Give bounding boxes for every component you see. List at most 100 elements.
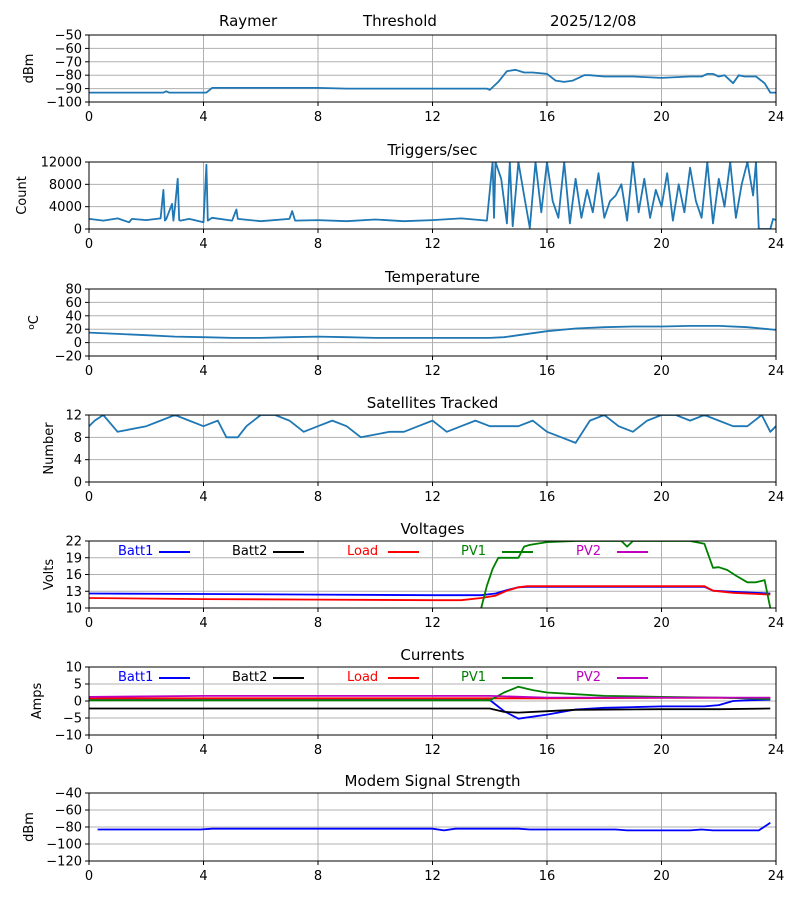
- series-line-batt2: [89, 707, 771, 714]
- x-tick-label: 20: [653, 237, 670, 252]
- y-tick-label: 16: [65, 568, 82, 583]
- x-tick-label: 16: [539, 490, 556, 505]
- y-tick-label: −10: [55, 729, 82, 744]
- y-tick-label: 10: [65, 661, 82, 676]
- x-tick-label: 12: [424, 869, 441, 884]
- chart-title: Voltages: [400, 520, 464, 538]
- legend-entry-batt1: Batt1: [118, 670, 190, 685]
- y-tick-label: 0: [74, 476, 82, 491]
- y-tick-label: −50: [55, 29, 82, 44]
- x-tick-label: 24: [768, 237, 785, 252]
- x-tick-label: 20: [653, 110, 670, 125]
- legend-entry-load: Load: [347, 670, 419, 685]
- legend-label: Batt1: [118, 670, 153, 685]
- y-tick-label: 4: [74, 453, 82, 468]
- y-tick-label: −60: [55, 42, 82, 57]
- x-tick-label: 8: [314, 869, 322, 884]
- chart-threshold: 0 4 8 12 16 20 24 −50−60−70−80−90−100 dBm: [22, 29, 784, 126]
- series-line-threshold: [89, 68, 776, 94]
- series-line-temperature: [89, 324, 776, 339]
- x-tick-label: 12: [424, 237, 441, 252]
- x-tick-label: 8: [314, 490, 322, 505]
- chart-title: Temperature: [384, 268, 480, 286]
- x-tick-label: 24: [768, 869, 785, 884]
- x-tick-label: 20: [653, 743, 670, 758]
- y-tick-label: −70: [55, 55, 82, 70]
- legend-label: Load: [347, 544, 378, 559]
- x-tick-label: 0: [85, 364, 93, 379]
- chart-satellites: Satellites Tracked 0 4 8 12 16 20 24 12 8 4 0 Number: [42, 394, 784, 505]
- series-line-modem: [97, 822, 771, 832]
- legend-label: Load: [347, 670, 378, 685]
- x-tick-label: 0: [85, 237, 93, 252]
- x-tick-label: 24: [768, 490, 785, 505]
- y-tick-label: 60: [65, 296, 82, 311]
- x-tick-label: 16: [539, 616, 556, 631]
- y-tick-label: 20: [65, 323, 82, 338]
- y-axis-label: Number: [42, 422, 57, 475]
- x-tick-label: 8: [314, 110, 322, 125]
- x-tick-label: 8: [314, 237, 322, 252]
- y-axis-label: dBm: [22, 54, 37, 84]
- x-tick-label: 16: [539, 869, 556, 884]
- x-tick-label: 0: [85, 616, 93, 631]
- y-tick-label: −40: [55, 787, 82, 802]
- x-tick-label: 16: [539, 237, 556, 252]
- y-tick-label: 4000: [49, 200, 82, 215]
- series-line-triggers: [89, 162, 776, 229]
- legend-entry-load: Load: [347, 544, 419, 559]
- x-tick-label: 4: [199, 869, 207, 884]
- x-tick-label: 0: [85, 869, 93, 884]
- x-tick-label: 24: [768, 616, 785, 631]
- legend-entry-batt1: Batt1: [118, 544, 190, 559]
- chart-title: Modem Signal Strength: [345, 772, 521, 790]
- x-tick-label: 12: [424, 110, 441, 125]
- y-tick-label: 40: [65, 309, 82, 324]
- header-date: 2025/12/08: [550, 12, 637, 30]
- y-tick-label: −60: [55, 804, 82, 819]
- x-tick-label: 24: [768, 110, 785, 125]
- y-tick-label: 10: [65, 602, 82, 617]
- x-tick-label: 24: [768, 364, 785, 379]
- chart-modem: Modem Signal Strength 0 4 8 12 16 20 24 −40 −60 −8…: [22, 772, 784, 884]
- y-tick-label: −120: [46, 855, 82, 870]
- y-axis-label: dBm: [22, 812, 37, 842]
- legend-label: Batt2: [232, 544, 267, 559]
- y-tick-label: 5: [74, 678, 82, 693]
- y-tick-label: 22: [65, 535, 82, 550]
- header-label: Threshold: [363, 12, 437, 30]
- series-line-satellites: [89, 415, 776, 444]
- y-tick-label: 0: [74, 695, 82, 710]
- chart-title: Triggers/sec: [387, 141, 478, 159]
- x-tick-label: 4: [199, 616, 207, 631]
- chart-voltages: Voltages Batt1 Batt2 Load PV1 PV2 0 4 8 12 16 20 24 2…: [42, 520, 784, 631]
- x-tick-label: 12: [424, 364, 441, 379]
- x-tick-label: 24: [768, 743, 785, 758]
- x-tick-label: 20: [653, 616, 670, 631]
- station-name: Raymer: [219, 12, 278, 30]
- legend-label: Batt2: [232, 670, 267, 685]
- legend-entry-pv1: PV1: [461, 544, 533, 559]
- x-tick-label: 8: [314, 616, 322, 631]
- legend-label: Batt1: [118, 544, 153, 559]
- y-tick-label: 8000: [49, 178, 82, 193]
- chart-currents: Currents Batt1 Batt2 Load PV1 PV2 0 4 8 12 16 20 24 1…: [30, 646, 784, 758]
- y-tick-label: 12: [65, 409, 82, 424]
- y-tick-label: −90: [55, 82, 82, 97]
- legend-label: PV2: [576, 670, 601, 685]
- x-tick-label: 4: [199, 110, 207, 125]
- y-tick-label: 13: [65, 585, 82, 600]
- y-tick-label: 8: [74, 431, 82, 446]
- chart-title: Currents: [400, 646, 464, 664]
- x-tick-label: 16: [539, 743, 556, 758]
- y-tick-label: −100: [46, 96, 82, 111]
- y-tick-label: −20: [55, 350, 82, 365]
- x-tick-label: 20: [653, 869, 670, 884]
- x-tick-label: 20: [653, 364, 670, 379]
- y-tick-label: 19: [65, 551, 82, 566]
- y-axis-label: Count: [15, 176, 30, 215]
- x-tick-label: 0: [85, 743, 93, 758]
- legend-entry-pv2: PV2: [576, 670, 648, 685]
